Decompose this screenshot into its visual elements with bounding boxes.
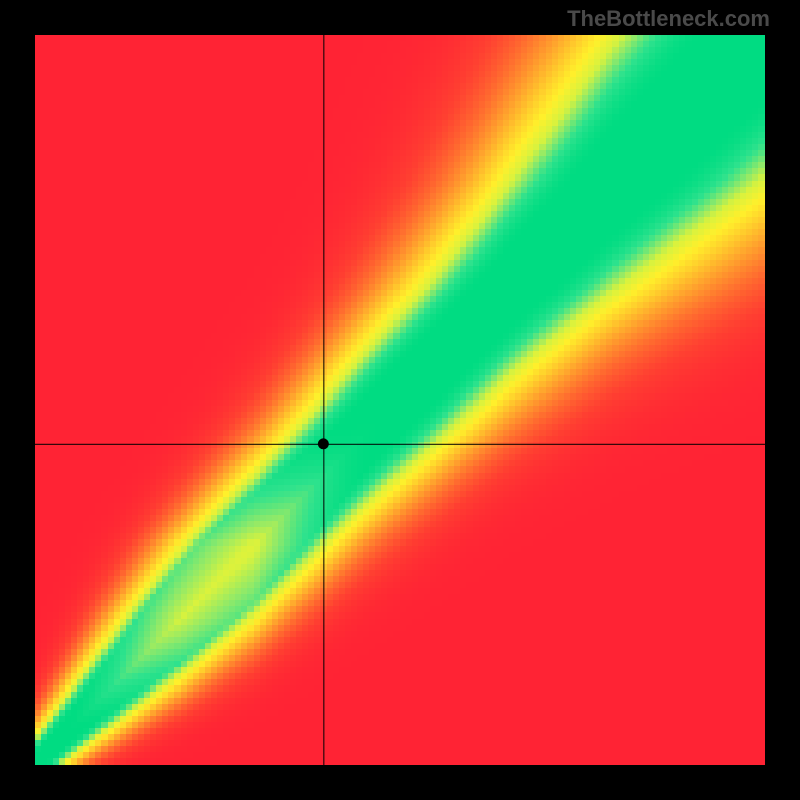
source-watermark: TheBottleneck.com [567, 6, 770, 32]
chart-container: TheBottleneck.com [0, 0, 800, 800]
bottleneck-heatmap [35, 35, 765, 765]
